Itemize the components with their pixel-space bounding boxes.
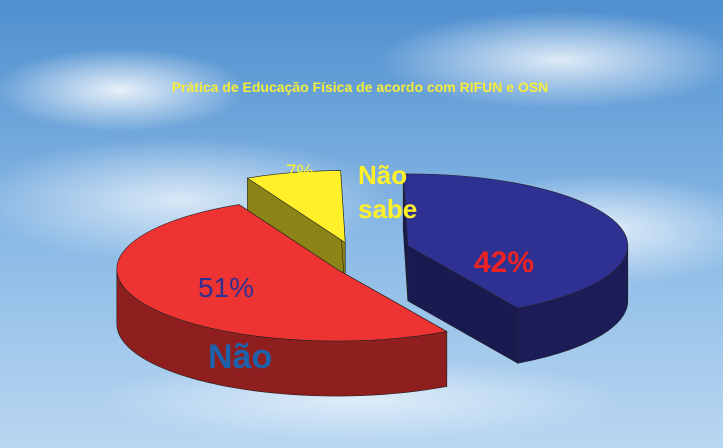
- data-label: 42%: [474, 246, 535, 279]
- data-label: 7%: [286, 162, 314, 183]
- data-label: 51%: [198, 272, 255, 303]
- slice: [402, 173, 629, 309]
- slice: [246, 170, 346, 244]
- chart-title: Prática de Educação Física de acordo com…: [171, 79, 549, 95]
- category-label: Não: [208, 338, 273, 376]
- slice: [116, 204, 448, 342]
- category-label: Não sabe: [358, 160, 418, 224]
